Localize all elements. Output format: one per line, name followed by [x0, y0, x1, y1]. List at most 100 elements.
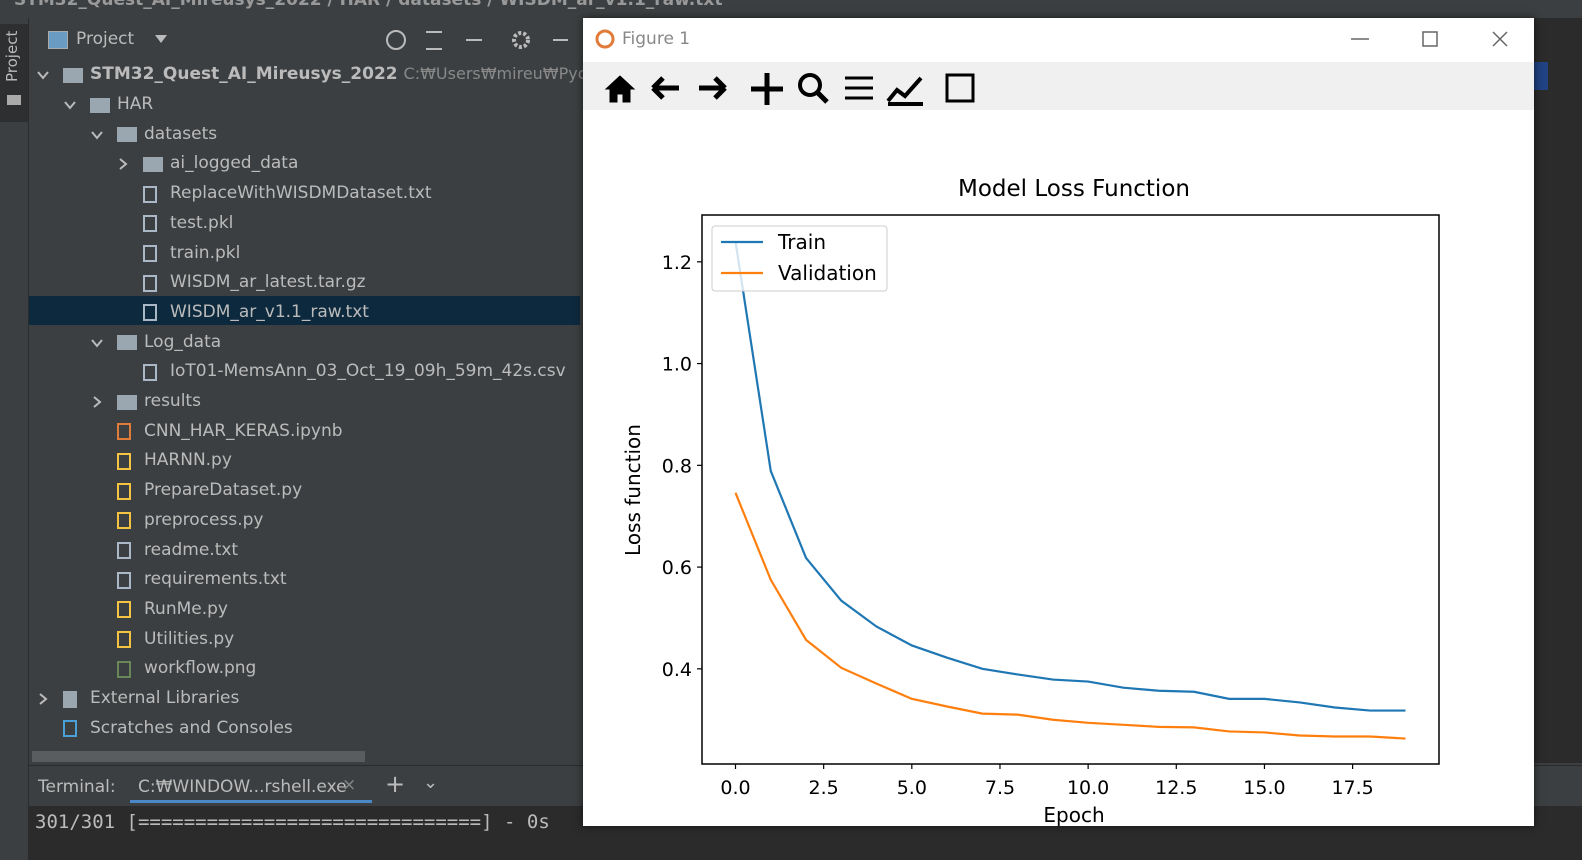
tree-item[interactable]: Scratches and Consoles: [90, 717, 293, 738]
x-tick-label: 12.5: [1155, 777, 1197, 799]
folder-icon: [117, 394, 137, 410]
x-tick-label: 0.0: [720, 777, 750, 799]
tree-item[interactable]: preprocess.py: [144, 509, 264, 530]
new-tab-button[interactable]: +: [385, 770, 406, 798]
tree-toggle[interactable]: [90, 336, 104, 350]
chevron: [64, 101, 76, 110]
y-tick-label: 0.4: [662, 659, 692, 681]
figure-title: Figure 1: [622, 29, 691, 49]
tree-item[interactable]: WISDM_ar_latest.tar.gz: [170, 272, 366, 293]
tab-close[interactable]: ×: [342, 775, 357, 795]
close-button[interactable]: [1492, 31, 1508, 47]
editor-selection: [1534, 62, 1548, 90]
chevron: [39, 693, 48, 705]
tree-item[interactable]: readme.txt: [144, 539, 239, 560]
chart-title: Model Loss Function: [958, 176, 1190, 202]
tree-item[interactable]: workflow.png: [144, 658, 257, 679]
settings-icon[interactable]: [512, 31, 530, 49]
chevron: [37, 71, 49, 80]
unknown-icon: [143, 245, 157, 262]
tree-item[interactable]: test.pkl: [170, 212, 234, 233]
tree-item[interactable]: datasets: [144, 123, 218, 144]
save-button[interactable]: [945, 73, 975, 103]
figure-chrome: [583, 18, 1534, 110]
folder-icon: [7, 95, 21, 105]
x-tick-label: 10.0: [1067, 777, 1109, 799]
breadcrumb-item[interactable]: STM32_Quest_AI_Mireusys_2022: [14, 0, 322, 10]
tree-item[interactable]: External Libraries: [90, 688, 240, 708]
py-icon: [117, 512, 131, 530]
tree-item[interactable]: ai_logged_data: [170, 153, 299, 174]
scrollbar[interactable]: [32, 751, 365, 762]
stripe-button[interactable]: [0, 24, 28, 122]
folder-icon: [63, 67, 83, 83]
locate-icon[interactable]: [386, 30, 406, 50]
breadcrumb-item[interactable]: WISDM_ar_v1.1_raw.txt: [499, 0, 723, 10]
subplots-button[interactable]: [845, 76, 873, 100]
terminal-line: 301/301 [==============================]…: [35, 811, 550, 833]
file-icon: [143, 185, 157, 203]
scratch-icon: [63, 720, 77, 738]
tree-item[interactable]: Log_data: [144, 331, 222, 352]
zoom-button[interactable]: [798, 73, 822, 97]
tree-item[interactable]: PrepareDataset.py: [144, 480, 303, 501]
legend-label: Validation: [778, 261, 877, 285]
tree-item[interactable]: WISDM_ar_v1.1_raw.txt: [170, 301, 369, 322]
panel-icon: [48, 31, 68, 49]
tree-item[interactable]: CNN_HAR_KERAS.ipynb: [144, 420, 343, 441]
tree-toggle[interactable]: [116, 157, 130, 171]
series-line: [734, 492, 1406, 740]
tree-item[interactable]: Utilities.py: [144, 628, 235, 649]
dropdown-arrow[interactable]: [155, 35, 167, 43]
tree-toggle[interactable]: [36, 68, 50, 82]
tree-item[interactable]: HARNN.py: [144, 450, 232, 471]
chevron: [91, 131, 103, 140]
y-tick-label: 0.8: [662, 455, 692, 477]
home-button[interactable]: [604, 75, 636, 103]
tab-underline: [130, 800, 372, 803]
y-tick-label: 1.2: [662, 252, 692, 274]
tree-root[interactable]: STM32_Quest_AI_Mireusys_2022 C:₩Users₩mi…: [90, 64, 628, 84]
img-icon: [117, 660, 131, 678]
forward-button[interactable]: [699, 76, 727, 100]
tree-item[interactable]: requirements.txt: [144, 569, 287, 590]
maximize-button[interactable]: [1422, 31, 1438, 47]
selection-highlight: [29, 296, 580, 325]
breadcrumb: STM32_Quest_AI_Mireusys_2022 / HAR / dat…: [14, 0, 722, 10]
chevron: [91, 338, 103, 348]
tree-toggle[interactable]: [63, 98, 77, 112]
folder-icon: [143, 156, 163, 172]
toolbar: [583, 62, 1534, 110]
chevron: [119, 158, 128, 171]
tree-item[interactable]: HAR: [117, 94, 154, 114]
stripe-label[interactable]: Project: [3, 30, 21, 82]
file-icon: [143, 304, 157, 322]
tree-item[interactable]: train.pkl: [170, 242, 241, 263]
tree-toggle[interactable]: [90, 128, 104, 142]
breadcrumb-item[interactable]: HAR: [339, 0, 381, 10]
tree-item[interactable]: ReplaceWithWISDMDataset.txt: [170, 183, 432, 204]
nb-icon: [117, 423, 131, 441]
tab-dropdown[interactable]: ⌄: [423, 772, 439, 793]
panel-title[interactable]: Project: [76, 29, 135, 49]
axes-button[interactable]: [886, 76, 923, 106]
file-icon: [117, 571, 131, 589]
breadcrumb-item[interactable]: datasets: [398, 0, 482, 10]
tree-item[interactable]: RunMe.py: [144, 598, 228, 619]
x-tick-label: 15.0: [1243, 777, 1285, 799]
root-label[interactable]: STM32_Quest_AI_Mireusys_2022: [90, 64, 398, 84]
tree-item[interactable]: IoT01-MemsAnn_03_Oct_19_09h_59m_42s.csv: [170, 361, 566, 382]
x-tick-label: 7.5: [985, 777, 1015, 799]
tree-toggle[interactable]: [90, 395, 104, 409]
pan-button[interactable]: [751, 73, 783, 105]
app-icon: [595, 29, 615, 49]
y-axis-label: Loss function: [621, 424, 645, 556]
root-path: C:₩Users₩mireu₩Pycharm: [403, 64, 629, 83]
y-tick-label: 1.0: [662, 354, 692, 376]
back-button[interactable]: [651, 76, 679, 100]
terminal-tab[interactable]: C:₩WINDOW...rshell.exe: [138, 777, 347, 797]
legend-label: Train: [777, 230, 826, 254]
tree-item[interactable]: results: [144, 391, 201, 411]
tree-toggle[interactable]: [36, 692, 50, 706]
